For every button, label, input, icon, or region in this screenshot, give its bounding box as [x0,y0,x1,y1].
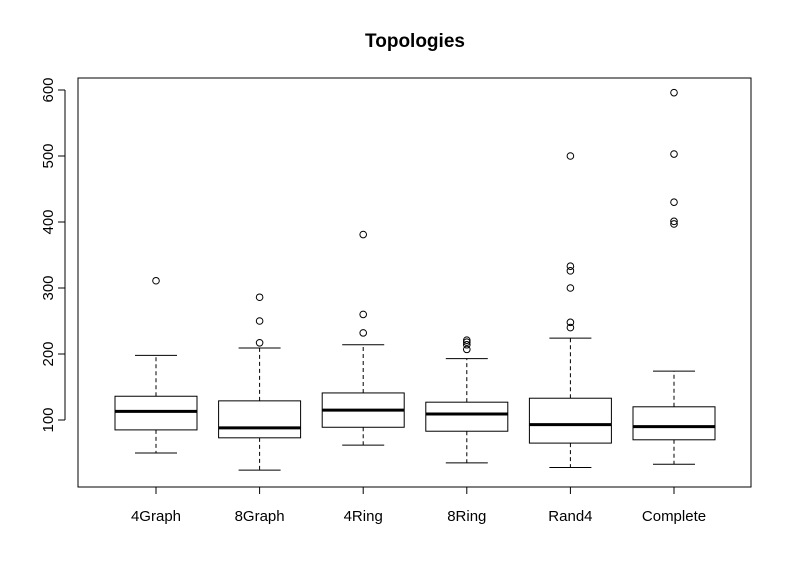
iqr-box [218,400,302,439]
outlier-point [255,293,264,302]
outlier-point [670,150,678,158]
x-tick-label: 8Graph [235,508,285,525]
box-group [114,276,198,454]
box-series [114,88,716,471]
outlier-point [566,318,575,327]
outlier-point [359,230,368,239]
box-group [632,88,716,465]
box-group [528,152,612,469]
chart-title: Topologies [365,31,465,52]
y-tick-label: 300 [40,275,57,300]
x-tick-label: 4Ring [344,508,383,525]
y-tick-label: 500 [40,143,57,168]
outlier-point [463,336,471,344]
outlier-point [566,267,575,275]
outlier-point [359,329,368,337]
x-tick-label: Rand4 [548,508,592,525]
x-tick-label: Complete [642,508,706,525]
outlier-point [463,345,471,354]
y-axis: 100 200 300 400 500 600 [40,77,66,433]
outlier-point [566,323,575,332]
box-group [321,230,405,446]
iqr-box [632,406,716,441]
outlier-point [566,152,575,160]
outlier-point [670,220,678,228]
outlier-point [463,340,471,349]
outlier-point [255,338,264,347]
x-tick-label: 4Graph [131,508,181,525]
outlier-point [670,198,678,206]
outlier-point [670,217,678,226]
outlier-point [359,310,368,319]
x-tick-label: 8Ring [447,508,486,525]
y-tick-label: 200 [40,341,57,366]
outlier-point [566,262,575,271]
outlier-point [463,338,471,346]
outlier-point [566,284,575,292]
iqr-box [425,401,509,432]
box-group [425,336,509,464]
y-tick-label: 600 [40,77,57,102]
outlier-point [255,317,264,325]
outlier-point [670,88,678,97]
iqr-box [528,397,612,444]
iqr-box [114,395,198,431]
x-axis: 4Graph 8Graph 4Ring 8Ring Rand4 Complete [131,486,706,525]
y-tick-label: 100 [40,407,57,432]
outlier-point [152,276,160,285]
box-group [218,293,302,471]
y-tick-label: 400 [40,209,57,234]
